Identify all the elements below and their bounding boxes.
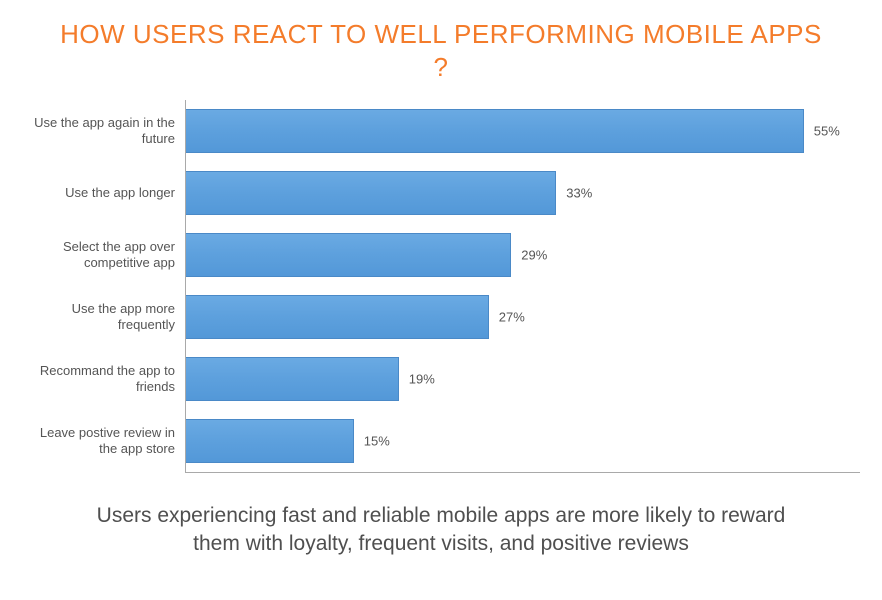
category-label: Use the app more frequently (20, 301, 185, 332)
category-label: Leave postive review in the app store (20, 425, 185, 456)
plot-cell: 27% (185, 286, 860, 348)
bar (185, 357, 399, 401)
plot-cell: 55% (185, 100, 860, 162)
chart-row: Recommand the app to friends 19% (20, 348, 880, 410)
chart-row: Select the app over competitive app 29% (20, 224, 880, 286)
bar-value-label: 55% (814, 124, 840, 139)
bar (185, 419, 354, 463)
chart-row: Leave postive review in the app store 15% (20, 410, 880, 472)
page: HOW USERS REACT TO WELL PERFORMING MOBIL… (0, 0, 882, 600)
plot-cell: 33% (185, 162, 860, 224)
category-label: Use the app again in the future (20, 115, 185, 146)
category-label: Recommand the app to friends (20, 363, 185, 394)
plot-cell: 15% (185, 410, 860, 472)
plot-cell: 29% (185, 224, 860, 286)
bar-value-label: 19% (409, 372, 435, 387)
chart-subtitle: Users experiencing fast and reliable mob… (0, 502, 882, 559)
bar-chart: Use the app again in the future55%Use th… (20, 100, 880, 472)
chart-row: Use the app longer 33% (20, 162, 880, 224)
bar-value-label: 29% (521, 248, 547, 263)
chart-row: Use the app more frequently 27% (20, 286, 880, 348)
chart-title: HOW USERS REACT TO WELL PERFORMING MOBIL… (0, 0, 882, 83)
chart-row: Use the app again in the future 55% (20, 100, 880, 162)
bar-value-label: 33% (566, 186, 592, 201)
category-label: Select the app over competitive app (20, 239, 185, 270)
category-label: Use the app longer (20, 185, 185, 201)
plot-cell: 19% (185, 348, 860, 410)
bar-value-label: 15% (364, 434, 390, 449)
bar (185, 109, 804, 153)
bar (185, 233, 511, 277)
bar (185, 171, 556, 215)
y-axis-line (185, 100, 186, 472)
bar-value-label: 27% (499, 310, 525, 325)
x-axis-line (185, 472, 860, 473)
bar (185, 295, 489, 339)
